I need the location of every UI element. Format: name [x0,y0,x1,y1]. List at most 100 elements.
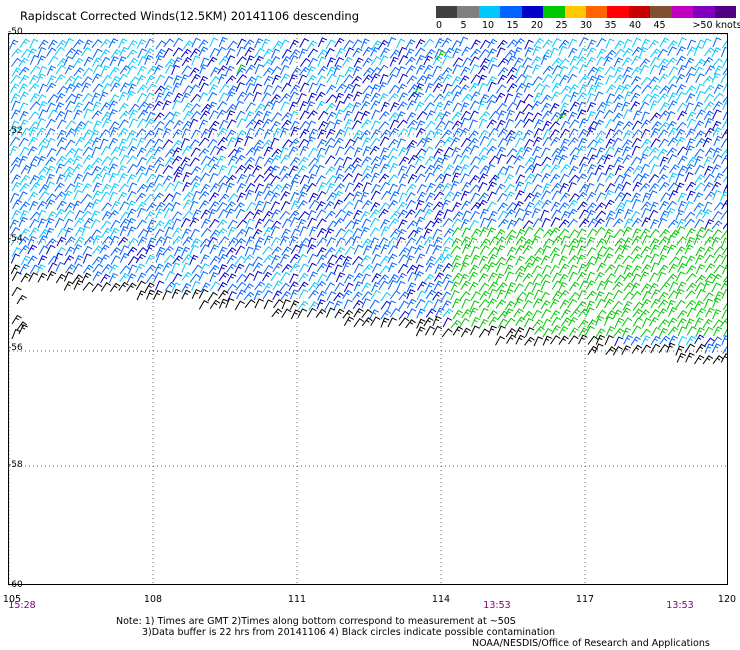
wind-barb [352,136,363,147]
wind-barb [198,191,210,200]
wind-barb [263,165,275,175]
wind-barb [82,245,93,256]
wind-barb [460,190,470,201]
wind-barb [497,202,508,212]
wind-barb [614,183,624,194]
wind-barb [578,47,588,58]
lon-label-117: 117 [575,594,595,605]
wind-barb [451,262,461,273]
lon-label-111: 111 [287,594,307,605]
wind-barb [198,200,210,210]
wind-barb [370,289,381,300]
wind-barb [270,120,281,131]
wind-barb [172,235,183,245]
wind-barb [578,280,589,290]
wind-barb [378,274,390,284]
wind-barb [488,288,498,299]
wind-barb [612,289,623,300]
wind-barb [595,315,605,326]
wind-barb [270,271,282,281]
wind-barb [497,310,509,320]
wind-barb [117,73,128,83]
wind-barb [640,298,652,309]
wind-barb [459,273,469,284]
wind-barb [362,146,372,157]
wind-barb [216,109,227,119]
wind-barb [522,146,533,157]
wind-barb [567,208,578,219]
wind-barb [576,191,588,201]
wind-barb [666,244,677,255]
wind-barb [101,183,112,194]
wind-barb [487,191,497,202]
wind-barb [721,335,727,346]
wind-barb [496,282,508,292]
wind-barb [659,245,670,255]
wind-barb [155,48,166,59]
wind-barb [694,254,705,265]
wind-barb [189,217,200,228]
wind-barb [712,109,722,120]
wind-barb [461,210,472,221]
wind-barb [163,245,174,255]
wind-barb [703,280,712,291]
wind-barb [585,325,595,336]
wind-barb [658,236,670,246]
wind-barb [200,183,211,194]
wind-barb [506,202,518,211]
wind-barb [479,290,490,301]
wind-barb [613,156,624,167]
wind-barb [514,111,525,121]
wind-barb [558,326,569,336]
wind-barb [460,218,470,229]
wind-barb [306,182,317,193]
wind-barb [639,182,651,192]
wind-barb [288,210,300,220]
wind-barb [146,83,157,93]
wind-barb [280,93,291,103]
wind-barb [235,245,246,255]
wind-barb [702,57,714,67]
wind-barb [298,272,309,283]
wind-barb [424,220,436,230]
wind-barb [621,345,632,355]
wind-barb [568,245,578,256]
wind-barb [136,290,146,301]
wind-barb [568,174,580,184]
wind-barb [398,55,409,65]
wind-barb [352,219,362,230]
wind-barb [19,38,31,48]
wind-barb [217,127,228,138]
wind-barb [713,172,724,183]
wind-barb [586,147,597,158]
wind-barb [263,299,274,310]
wind-barb [532,155,542,166]
wind-barb [712,309,722,320]
wind-barb [549,247,560,257]
wind-barb [452,211,464,221]
wind-barb [658,58,669,68]
wind-barb [343,316,354,327]
wind-barb [181,65,192,75]
wind-barb [396,111,406,122]
wind-barb [675,182,685,193]
wind-barb [605,93,616,104]
wind-barb [189,254,199,265]
wind-barb [722,328,727,337]
wind-barb [18,191,28,201]
wind-barb [704,273,716,282]
wind-barb [144,282,155,292]
wind-barb [306,74,317,85]
wind-barb [172,273,183,283]
wind-barb [172,255,183,265]
wind-barb [686,282,697,292]
wind-barb [27,235,37,246]
wind-barb [596,101,607,112]
wind-barb [522,299,533,310]
wind-barb [587,154,598,165]
wind-barb [594,164,605,175]
lon-label-114: 114 [431,594,451,605]
wind-barb [137,236,148,247]
wind-barb [72,263,83,273]
wind-barb [83,138,95,148]
